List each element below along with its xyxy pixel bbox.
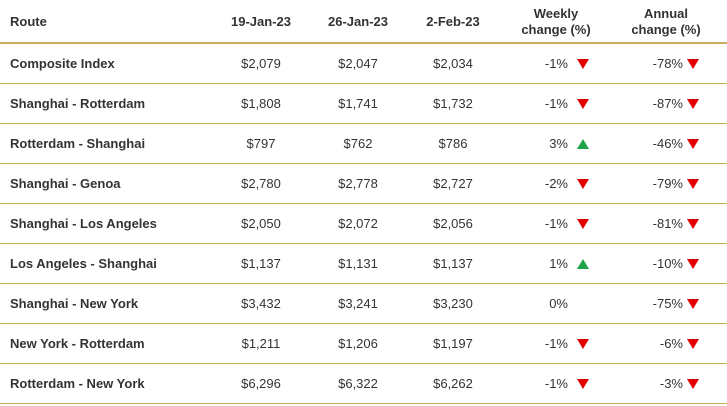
- value-cell: $2,047: [338, 56, 378, 71]
- value-cell: 1%: [549, 256, 568, 271]
- value-cell: $3,241: [338, 296, 378, 311]
- row-rule: [0, 283, 727, 284]
- value-cell: -1%: [544, 336, 568, 351]
- down-arrow: [577, 179, 589, 189]
- down-arrow: [577, 379, 589, 389]
- value-cell: -87%: [652, 96, 683, 111]
- header-cell: Route: [10, 14, 47, 29]
- route-name: Shanghai - Genoa: [10, 176, 121, 191]
- value-cell: -78%: [652, 56, 683, 71]
- value-cell: -1%: [544, 96, 568, 111]
- value-cell: -10%: [652, 256, 683, 271]
- route-name: New York - Rotterdam: [10, 336, 145, 351]
- row-rule: [0, 403, 727, 404]
- value-cell: $2,780: [241, 176, 281, 191]
- value-cell: $1,732: [433, 96, 473, 111]
- header-rule: [0, 42, 727, 44]
- row-rule: [0, 243, 727, 244]
- value-cell: $1,211: [241, 336, 281, 351]
- down-arrow: [687, 179, 699, 189]
- value-cell: -46%: [652, 136, 683, 151]
- value-cell: $2,034: [433, 56, 473, 71]
- value-cell: $1,131: [338, 256, 378, 271]
- down-arrow: [577, 99, 589, 109]
- value-cell: -3%: [659, 376, 683, 391]
- down-arrow: [687, 259, 699, 269]
- value-cell: $1,137: [241, 256, 281, 271]
- up-arrow: [577, 259, 589, 269]
- down-arrow: [687, 139, 699, 149]
- up-arrow: [577, 139, 589, 149]
- route-name: Shanghai - Rotterdam: [10, 96, 146, 111]
- header-cell: 26-Jan-23: [328, 14, 388, 29]
- header-cell: 19-Jan-23: [231, 14, 291, 29]
- value-cell: $6,262: [433, 376, 473, 391]
- value-cell: $3,230: [433, 296, 473, 311]
- down-arrow: [687, 339, 699, 349]
- row-rule: [0, 323, 727, 324]
- route-name: Los Angeles - Shanghai: [10, 256, 157, 271]
- value-cell: $6,322: [338, 376, 378, 391]
- value-cell: 3%: [549, 136, 568, 151]
- value-cell: $1,741: [338, 96, 378, 111]
- row-rule: [0, 203, 727, 204]
- value-cell: $3,432: [241, 296, 281, 311]
- value-cell: -75%: [652, 296, 683, 311]
- row-rule: [0, 363, 727, 364]
- value-cell: $6,296: [241, 376, 281, 391]
- value-cell: $1,197: [433, 336, 473, 351]
- value-cell: -1%: [544, 56, 568, 71]
- value-cell: $2,778: [338, 176, 378, 191]
- down-arrow: [687, 59, 699, 69]
- value-cell: -1%: [544, 376, 568, 391]
- header-cell: 2-Feb-23: [426, 14, 480, 29]
- down-arrow: [687, 299, 699, 309]
- value-cell: $2,050: [241, 216, 281, 231]
- down-arrow: [577, 59, 589, 69]
- route-name: Shanghai - Los Angeles: [10, 216, 157, 231]
- header-cell: Annual change (%): [631, 6, 701, 37]
- down-arrow: [577, 339, 589, 349]
- route-name: Rotterdam - New York: [10, 376, 145, 391]
- value-cell: $1,808: [241, 96, 281, 111]
- down-arrow: [687, 219, 699, 229]
- value-cell: -6%: [659, 336, 683, 351]
- route-name: Rotterdam - Shanghai: [10, 136, 146, 151]
- row-rule: [0, 123, 727, 124]
- header-cell: Weekly change (%): [521, 6, 591, 37]
- down-arrow: [687, 379, 699, 389]
- row-rule: [0, 83, 727, 84]
- value-cell: $2,727: [433, 176, 473, 191]
- value-cell: $786: [438, 136, 468, 151]
- value-cell: $1,206: [338, 336, 378, 351]
- value-cell: $2,079: [241, 56, 281, 71]
- down-arrow: [687, 99, 699, 109]
- row-rule: [0, 163, 727, 164]
- value-cell: -1%: [544, 216, 568, 231]
- value-cell: -79%: [652, 176, 683, 191]
- value-cell: $797: [246, 136, 276, 151]
- value-cell: $1,137: [433, 256, 473, 271]
- value-cell: -2%: [544, 176, 568, 191]
- route-name: Shanghai - New York: [10, 296, 139, 311]
- value-cell: -81%: [652, 216, 683, 231]
- value-cell: 0%: [549, 296, 568, 311]
- route-name: Composite Index: [10, 56, 115, 71]
- value-cell: $2,056: [433, 216, 473, 231]
- value-cell: $2,072: [338, 216, 378, 231]
- down-arrow: [577, 219, 589, 229]
- value-cell: $762: [343, 136, 373, 151]
